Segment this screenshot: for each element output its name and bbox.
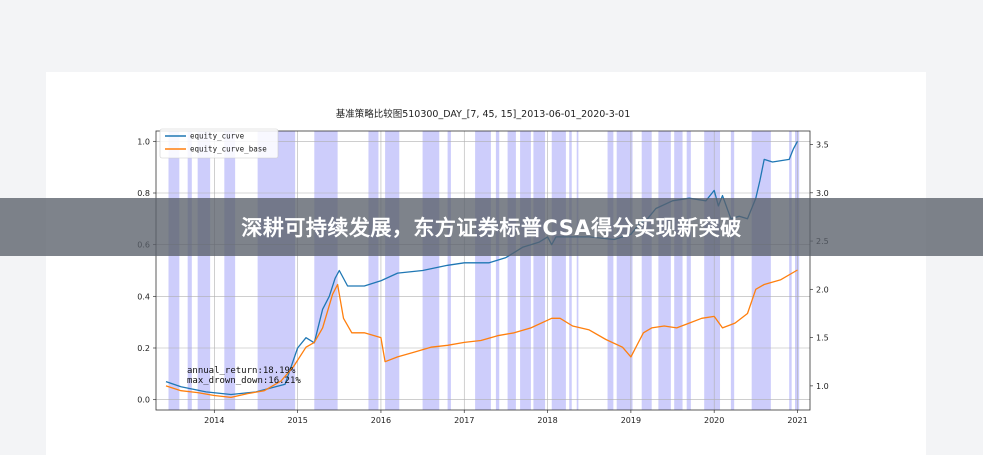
signal-span-0	[168, 131, 180, 410]
signal-span-6	[368, 131, 379, 410]
left-tick-label-2: 0.4	[137, 292, 150, 301]
legend: equity_curve equity_curve_base	[159, 128, 279, 159]
left-tick-label-1: 0.2	[137, 344, 150, 353]
signal-span-20	[641, 131, 652, 410]
signal-span-18	[607, 131, 614, 410]
chart-card: 基准策略比较图510300_DAY_[7, 45, 15]_2013-06-01…	[46, 72, 926, 455]
series-line-equity-curve-base	[165, 269, 798, 399]
right-y-axis: 1.01.52.02.53.03.5	[810, 141, 829, 391]
signal-span-17	[576, 131, 579, 410]
left-tick-label-5: 1.0	[137, 137, 150, 146]
right-tick-label-1: 1.5	[816, 334, 829, 343]
signal-span-24	[704, 131, 721, 410]
signal-span-13	[520, 131, 531, 410]
headline-text: 深耕可持续发展，东方证券标普CSA得分实现新突破	[241, 216, 742, 240]
x-tick-label-0: 2014	[204, 416, 224, 425]
annotation-max-drawdown: max_drown_down:16.21%	[187, 376, 301, 386]
legend-label-equity-curve: equity_curve	[190, 132, 245, 141]
signal-span-21	[658, 131, 671, 410]
signal-span-16	[569, 131, 572, 410]
legend-box	[159, 128, 279, 159]
signal-span-12	[507, 131, 516, 410]
signal-span-1	[187, 131, 192, 410]
chart-title: 基准策略比较图510300_DAY_[7, 45, 15]_2013-06-01…	[336, 108, 631, 120]
equity-chart: 基准策略比较图510300_DAY_[7, 45, 15]_2013-06-01…	[137, 108, 829, 425]
signal-span-7	[385, 131, 400, 410]
headline-banner[interactable]: 深耕可持续发展，东方证券标普CSA得分实现新突破	[0, 198, 983, 256]
annotation-annual-return: annual_return:18.19%	[187, 366, 296, 376]
x-axis: 2014 2015 2016 2017 2018 2019 2020 2021	[204, 410, 808, 425]
signal-span-27	[789, 131, 792, 410]
legend-label-equity-curve-base: equity_curve_base	[190, 145, 267, 154]
left-tick-label-4: 0.8	[137, 189, 150, 198]
signal-span-5	[314, 131, 338, 410]
left-y-axis: 0.00.20.40.60.81.0	[137, 137, 156, 405]
signal-span-3	[224, 131, 236, 410]
x-tick-label-5: 2019	[621, 416, 641, 425]
x-tick-label-3: 2017	[454, 416, 474, 425]
signal-span-22	[674, 131, 683, 410]
right-tick-label-0: 1.0	[816, 382, 829, 391]
right-tick-label-2: 2.0	[816, 285, 829, 294]
x-tick-label-7: 2021	[787, 416, 807, 425]
x-tick-label-4: 2018	[537, 416, 557, 425]
right-tick-label-5: 3.5	[816, 141, 829, 150]
signal-span-19	[616, 131, 633, 410]
signal-span-9	[447, 131, 451, 410]
signal-span-10	[475, 131, 491, 410]
x-tick-label-2: 2016	[371, 416, 391, 425]
x-tick-label-6: 2020	[704, 416, 724, 425]
signal-span-15	[551, 131, 566, 410]
signal-span-11	[495, 131, 500, 410]
signal-span-25	[730, 131, 735, 410]
left-tick-label-0: 0.0	[137, 396, 150, 405]
signal-span-14	[533, 131, 546, 410]
signal-span-23	[686, 131, 691, 410]
right-tick-label-4: 3.0	[816, 189, 829, 198]
plot-frame	[155, 130, 811, 411]
x-tick-label-1: 2015	[287, 416, 307, 425]
signal-span-4	[257, 131, 296, 410]
